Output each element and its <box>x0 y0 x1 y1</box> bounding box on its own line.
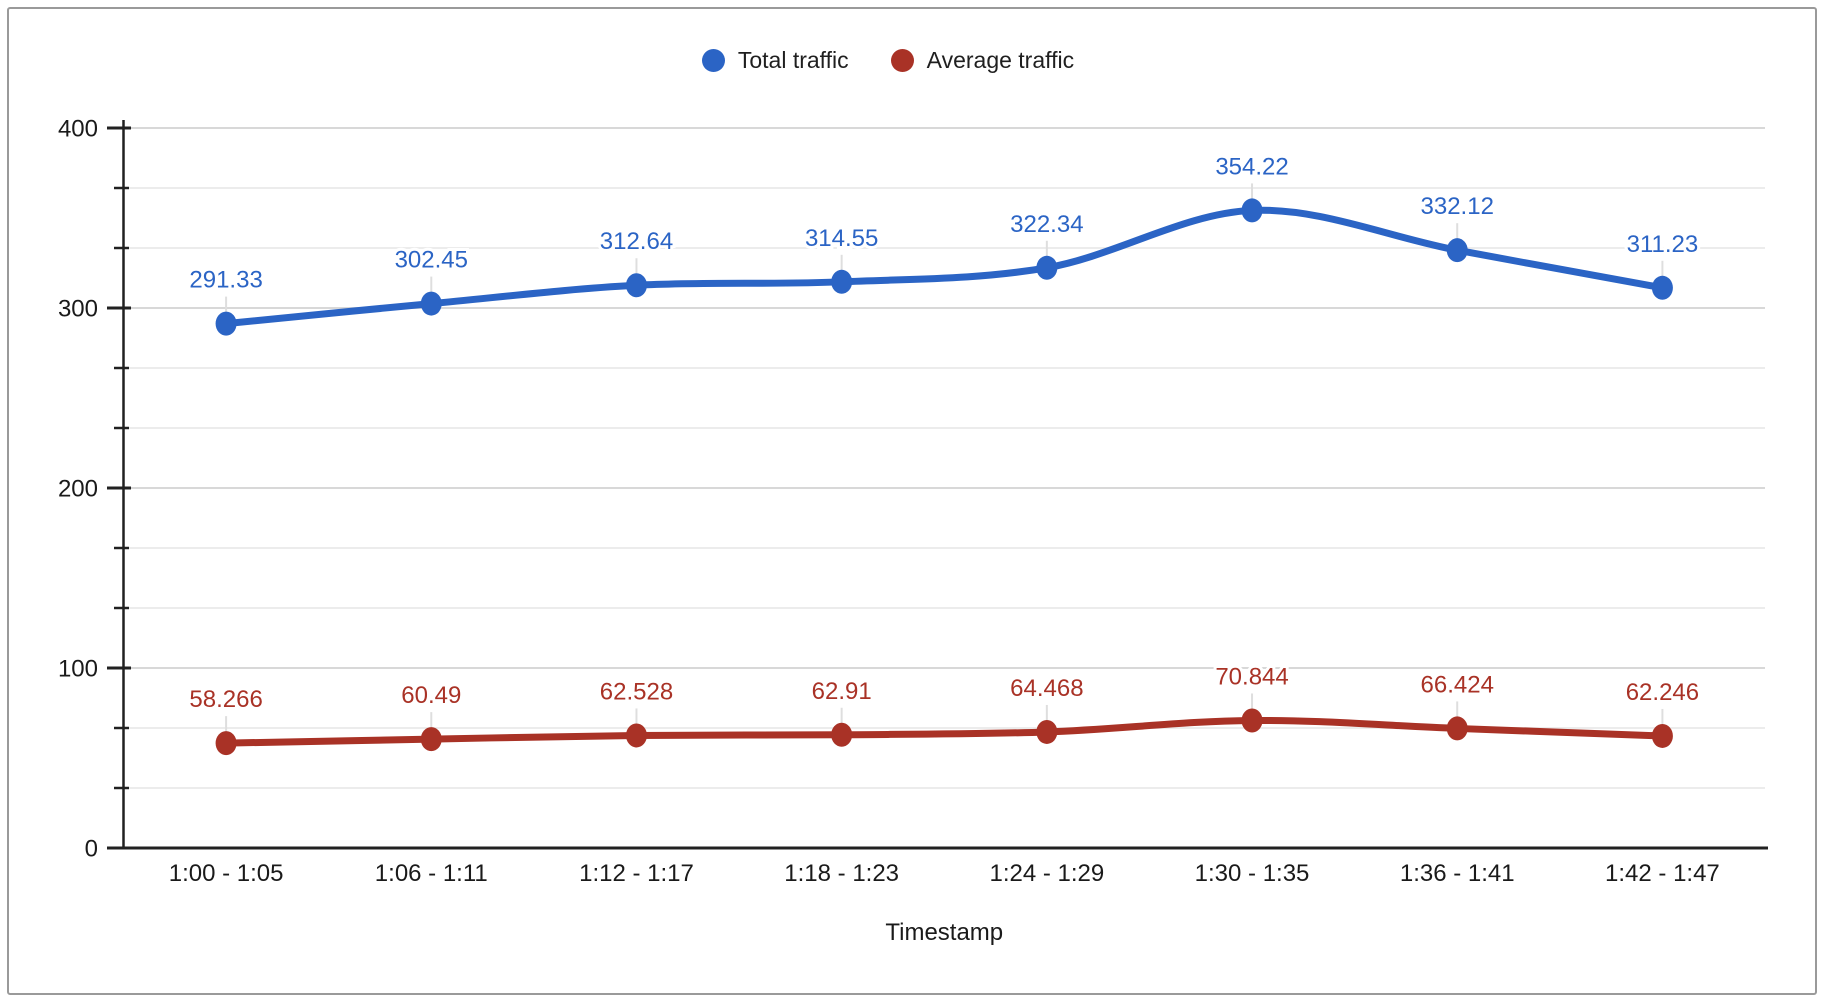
data-point-average-traffic[interactable] <box>420 727 442 752</box>
x-tick-label: 1:36 - 1:41 <box>1400 860 1515 887</box>
data-point-total-traffic[interactable] <box>1446 238 1468 263</box>
data-label-average-traffic: 58.266 <box>189 686 262 713</box>
series-line-average-traffic <box>222 716 1666 747</box>
data-label-average-traffic: 62.528 <box>600 678 673 705</box>
y-tick-label: 300 <box>58 296 98 323</box>
data-label-total-traffic: 354.22 <box>1215 153 1288 180</box>
data-label-average-traffic: 62.246 <box>1626 679 1699 706</box>
data-point-average-traffic[interactable] <box>215 731 237 756</box>
data-point-average-traffic[interactable] <box>831 722 853 747</box>
x-tick-label: 1:24 - 1:29 <box>989 860 1104 887</box>
x-tick-label: 1:06 - 1:11 <box>375 860 488 887</box>
data-label-average-traffic: 64.468 <box>1010 675 1083 702</box>
data-point-total-traffic[interactable] <box>1241 198 1263 223</box>
data-label-total-traffic: 312.64 <box>600 228 673 255</box>
x-tick-label: 1:42 - 1:47 <box>1605 860 1720 887</box>
data-point-total-traffic[interactable] <box>831 269 853 294</box>
legend-item-average-traffic[interactable]: Average traffic <box>890 47 1075 73</box>
data-label-total-traffic: 302.45 <box>395 247 468 274</box>
data-point-total-traffic[interactable] <box>215 311 237 336</box>
data-label-total-traffic: 332.12 <box>1421 193 1494 220</box>
x-tick-label: 1:18 - 1:23 <box>784 860 899 887</box>
data-label-average-traffic: 60.49 <box>401 682 461 709</box>
data-label-average-traffic: 70.844 <box>1215 663 1288 690</box>
x-tick-label: 1:00 - 1:05 <box>169 860 284 887</box>
data-point-total-traffic[interactable] <box>1036 255 1058 280</box>
legend-dot-total-traffic <box>701 49 725 72</box>
data-label-total-traffic: 311.23 <box>1627 231 1699 258</box>
x-tick-label: 1:12 - 1:17 <box>579 860 694 887</box>
y-tick-label: 200 <box>58 476 98 503</box>
data-point-average-traffic[interactable] <box>1651 723 1673 748</box>
data-label-total-traffic: 291.33 <box>189 267 262 294</box>
x-tick-label: 1:30 - 1:35 <box>1195 860 1310 887</box>
data-label-average-traffic: 66.424 <box>1421 671 1494 698</box>
data-point-total-traffic[interactable] <box>420 291 442 316</box>
chart-legend: Total traffic Average traffic <box>0 49 1800 72</box>
y-tick-label: 100 <box>58 656 98 683</box>
data-point-average-traffic[interactable] <box>1446 716 1468 741</box>
series-line-total-traffic <box>222 206 1666 328</box>
y-tick-label: 400 <box>58 116 98 143</box>
legend-item-total-traffic[interactable]: Total traffic <box>701 47 849 73</box>
y-tick-label: 0 <box>85 836 98 863</box>
data-point-total-traffic[interactable] <box>625 273 647 298</box>
data-label-total-traffic: 314.55 <box>805 225 878 252</box>
data-point-average-traffic[interactable] <box>1241 708 1263 733</box>
legend-label-total-traffic: Total traffic <box>737 47 849 73</box>
data-label-total-traffic: 322.34 <box>1010 211 1083 238</box>
data-label-average-traffic: 62.91 <box>812 678 872 705</box>
data-point-average-traffic[interactable] <box>625 723 647 748</box>
legend-label-average-traffic: Average traffic <box>926 47 1075 73</box>
x-axis-title: Timestamp <box>885 919 1003 946</box>
data-point-total-traffic[interactable] <box>1651 275 1673 300</box>
data-point-average-traffic[interactable] <box>1036 719 1058 744</box>
legend-dot-average-traffic <box>890 49 914 72</box>
